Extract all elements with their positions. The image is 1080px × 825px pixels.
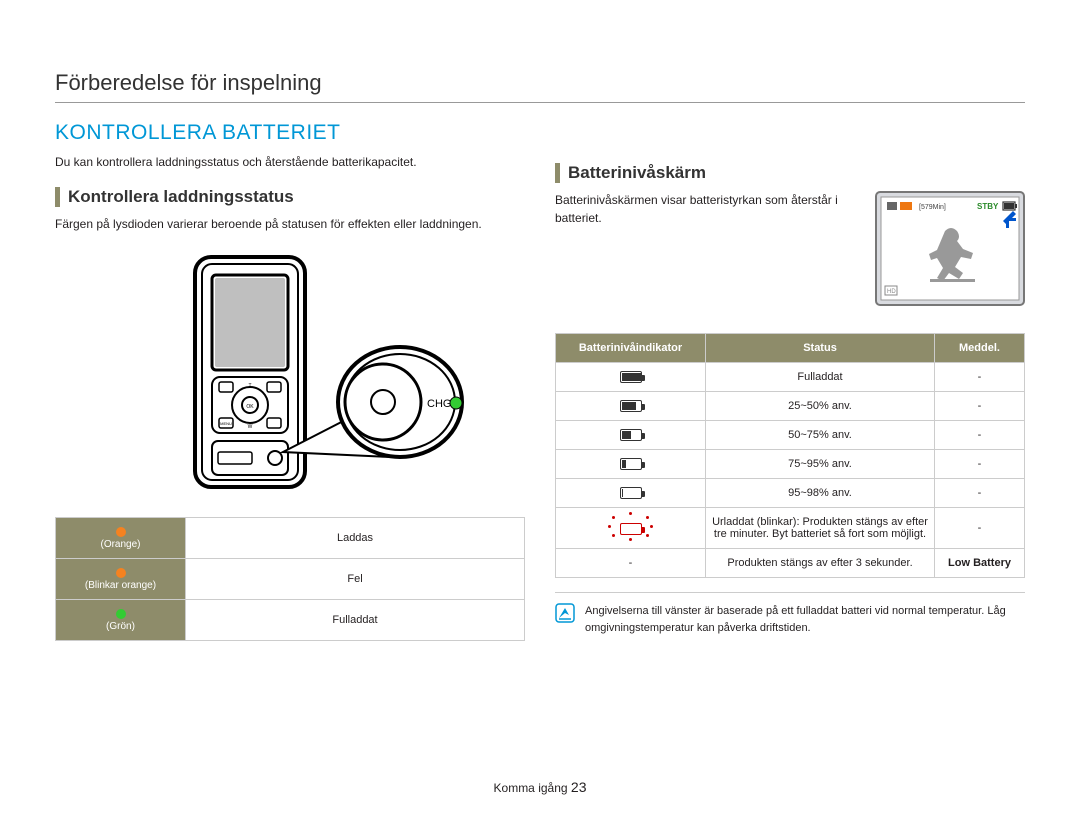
- battery-message: -: [935, 508, 1025, 549]
- page-footer: Komma igång 23: [0, 779, 1080, 795]
- led-icon: [116, 609, 126, 619]
- battery-message: -: [935, 479, 1025, 508]
- right-subhead: Batterinivåskärm: [555, 163, 1025, 183]
- device-illustration: OK T W MENU: [55, 247, 525, 497]
- lcd-screen-illustration: [579Min] STBY HD: [875, 191, 1025, 311]
- footer-label: Komma igång: [494, 781, 568, 795]
- svg-text:OK: OK: [246, 404, 254, 410]
- battery-message: -: [935, 421, 1025, 450]
- charging-status: Fel: [186, 559, 525, 600]
- led-label: (Orange): [100, 539, 140, 550]
- table-header: Meddel.: [935, 334, 1025, 363]
- battery-level-table: BatterinivåindikatorStatusMeddel.Fulladd…: [555, 333, 1025, 578]
- battery-status: Fulladdat: [706, 363, 935, 392]
- led-icon: [116, 568, 126, 578]
- led-label: (Grön): [106, 621, 135, 632]
- note-text: Angivelserna till vänster är baserade på…: [585, 603, 1025, 636]
- battery-status: Urladdat (blinkar): Produkten stängs av …: [706, 508, 935, 549]
- battery-icon-cell: [556, 392, 706, 421]
- battery-icon: [620, 400, 642, 412]
- battery-status: 95~98% anv.: [706, 479, 935, 508]
- battery-icon-cell: [556, 421, 706, 450]
- svg-text:CHG: CHG: [427, 398, 451, 410]
- battery-icon-cell: -: [556, 549, 706, 578]
- battery-message: -: [935, 363, 1025, 392]
- battery-status: 50~75% anv.: [706, 421, 935, 450]
- left-column: Du kan kontrollera laddningsstatus och å…: [55, 153, 525, 641]
- battery-message: -: [935, 392, 1025, 421]
- charging-status: Laddas: [186, 518, 525, 559]
- svg-text:MENU: MENU: [220, 421, 232, 426]
- svg-text:HD: HD: [887, 289, 896, 295]
- svg-text:STBY: STBY: [977, 202, 999, 211]
- battery-status: Produkten stängs av efter 3 sekunder.: [706, 549, 935, 578]
- battery-icon: [620, 429, 642, 441]
- battery-message: -: [935, 450, 1025, 479]
- left-body: Färgen på lysdioden varierar beroende på…: [55, 215, 525, 233]
- svg-text:T: T: [248, 383, 251, 389]
- battery-icon: [620, 523, 642, 535]
- note-block: Angivelserna till vänster är baserade på…: [555, 592, 1025, 636]
- svg-text:W: W: [248, 424, 253, 430]
- battery-icon: [620, 458, 642, 470]
- battery-icon-cell: [556, 479, 706, 508]
- battery-status: 75~95% anv.: [706, 450, 935, 479]
- battery-icon-cell: [556, 450, 706, 479]
- svg-text:[579Min]: [579Min]: [919, 204, 946, 211]
- note-icon: [555, 603, 575, 636]
- left-subhead: Kontrollera laddningsstatus: [55, 187, 525, 207]
- header-rule: [55, 102, 1025, 103]
- left-subhead-label: Kontrollera laddningsstatus: [68, 187, 294, 207]
- table-header: Status: [706, 334, 935, 363]
- charging-status-table: (Orange) Laddas (Blinkar orange) Fel (Grön) F…: [55, 517, 525, 641]
- battery-icon-cell: [556, 363, 706, 392]
- charging-status: Fulladdat: [186, 600, 525, 641]
- battery-icon: [620, 371, 642, 383]
- battery-icon: [620, 487, 642, 499]
- led-label: (Blinkar orange): [85, 580, 156, 591]
- led-icon: [116, 527, 126, 537]
- right-column: Batterinivåskärm [579Min] STBY: [555, 153, 1025, 641]
- page-number: 23: [571, 779, 587, 795]
- page-header: Förberedelse för inspelning: [55, 70, 1025, 96]
- right-subhead-label: Batterinivåskärm: [568, 163, 706, 183]
- intro-text: Du kan kontrollera laddningsstatus och å…: [55, 153, 525, 171]
- section-title: KONTROLLERA BATTERIET: [55, 121, 1025, 145]
- table-header: Batterinivåindikator: [556, 334, 706, 363]
- battery-icon-cell: [556, 508, 706, 549]
- battery-message: Low Battery: [935, 549, 1025, 578]
- battery-status: 25~50% anv.: [706, 392, 935, 421]
